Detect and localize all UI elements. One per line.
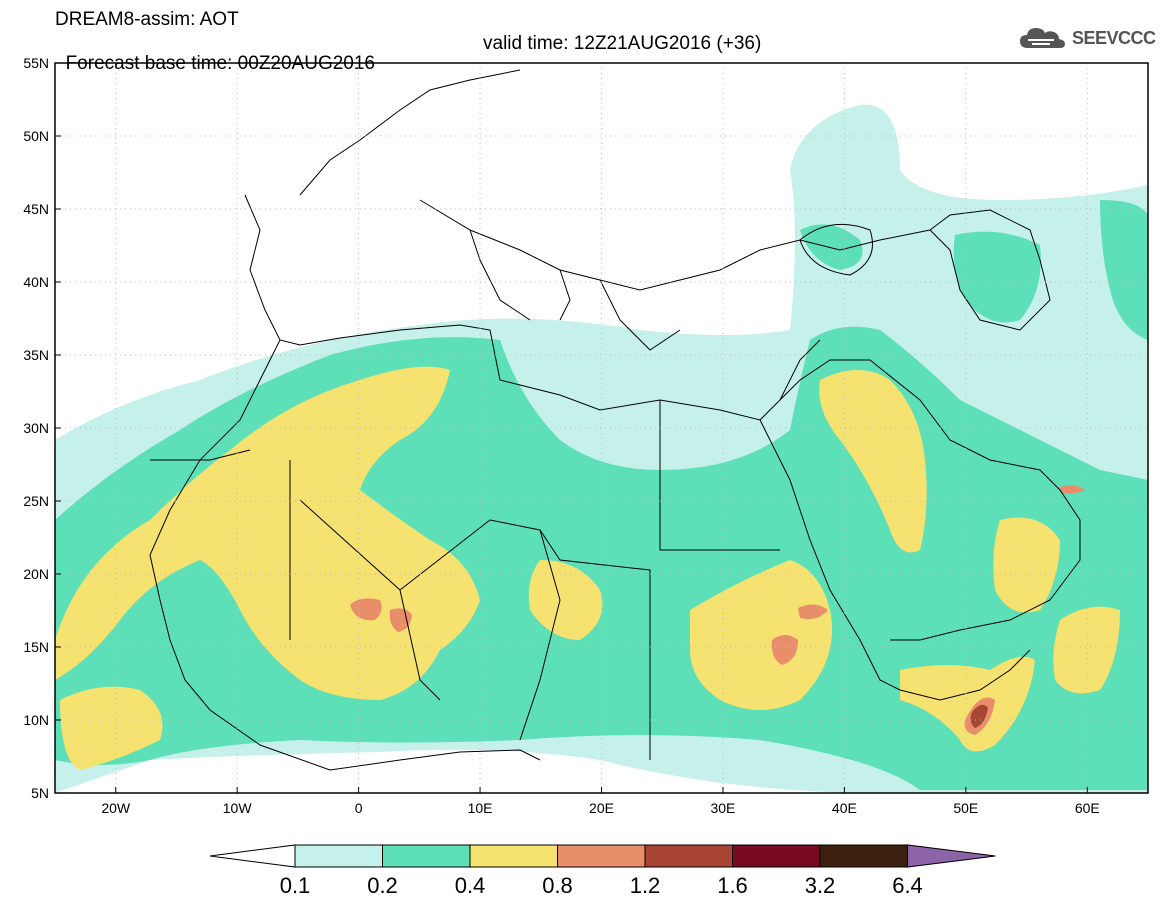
- colorbar-label: 3.2: [805, 873, 836, 898]
- title-line-1: DREAM8-assim: AOT: [55, 9, 239, 30]
- lon-label: 60E: [1075, 800, 1100, 816]
- aot-band-0.4-arabiansea: [1053, 606, 1120, 694]
- aot-green-patch-caspian: [953, 231, 1041, 323]
- aot-band-0.8-gulf: [1060, 485, 1085, 494]
- lon-label: 50E: [953, 800, 978, 816]
- valid-time-label: valid time: 12Z21AUG2016 (+36): [483, 33, 762, 54]
- colorbar-segment: [732, 844, 821, 868]
- latitude-labels: 55N 50N 45N 40N 35N 30N 25N 20N 15N 10N 5N: [23, 55, 61, 801]
- lat-label: 45N: [23, 201, 49, 217]
- colorbar-label: 6.4: [892, 873, 923, 898]
- colorbar-over-triangle: [907, 844, 996, 868]
- logo-text: SEEVCCC: [1072, 27, 1156, 48]
- lon-label: 0: [355, 800, 363, 816]
- lat-label: 25N: [23, 493, 49, 509]
- lat-label: 30N: [23, 420, 49, 436]
- colorbar-under-triangle: [209, 844, 296, 868]
- colorbar-label: 0.8: [542, 873, 573, 898]
- lat-label: 40N: [23, 274, 49, 290]
- colorbar-segment: [382, 844, 471, 868]
- colorbar-label: 0.2: [367, 873, 398, 898]
- lon-label: 10W: [223, 800, 253, 816]
- lon-label: 30E: [710, 800, 735, 816]
- aot-band-0.8-mali: [350, 598, 382, 621]
- aot-green-patch-blacksea: [800, 224, 863, 270]
- lat-label: 20N: [23, 566, 49, 582]
- lat-label: 35N: [23, 347, 49, 363]
- colorbar-segment: [644, 844, 733, 868]
- colorbar: 0.1 0.2 0.4 0.8 1.2 1.6 3.2 6.4: [209, 844, 996, 898]
- lat-label: 5N: [31, 785, 49, 801]
- lon-label: 20E: [589, 800, 614, 816]
- aot-band-1.2-somalia: [970, 704, 988, 728]
- colorbar-segment: [557, 844, 646, 868]
- aot-band-0.4-sahel: [528, 560, 603, 640]
- colorbar-segment: [294, 844, 383, 868]
- colorbar-label: 1.2: [630, 873, 661, 898]
- longitude-labels: 20W 10W 0 10E 20E 30E 40E 50E 60E: [101, 787, 1100, 816]
- lon-label: 10E: [468, 800, 493, 816]
- coastlines: [149, 69, 1081, 771]
- aot-band-0.4-hornofafrica: [900, 656, 1035, 752]
- lon-label: 40E: [832, 800, 857, 816]
- aot-band-0.4-arabia: [819, 370, 927, 553]
- lon-label: 20W: [101, 800, 131, 816]
- lat-label: 10N: [23, 712, 49, 728]
- aot-band-0.8-redsea: [798, 604, 828, 619]
- lat-label: 50N: [23, 128, 49, 144]
- colorbar-label: 1.6: [717, 873, 748, 898]
- colorbar-segment: [469, 844, 558, 868]
- aot-band-0.8-niger: [389, 608, 412, 632]
- aot-band-0.8-sudan: [771, 635, 798, 665]
- lat-label: 55N: [23, 55, 49, 71]
- colorbar-segment: [819, 844, 908, 868]
- seevccc-logo: SEEVCCC: [1018, 24, 1156, 52]
- lat-label: 15N: [23, 639, 49, 655]
- aot-green-patch-centralasia: [1100, 200, 1148, 340]
- aot-band-0.4-oman: [993, 517, 1060, 613]
- aot-band-0.4-westafrica: [60, 686, 163, 770]
- colorbar-label: 0.4: [455, 873, 486, 898]
- cloud-icon: [1020, 28, 1065, 48]
- gridlines: [55, 63, 1148, 793]
- colorbar-label: 0.1: [280, 873, 311, 898]
- aot-band-0.4-sudan: [690, 560, 832, 710]
